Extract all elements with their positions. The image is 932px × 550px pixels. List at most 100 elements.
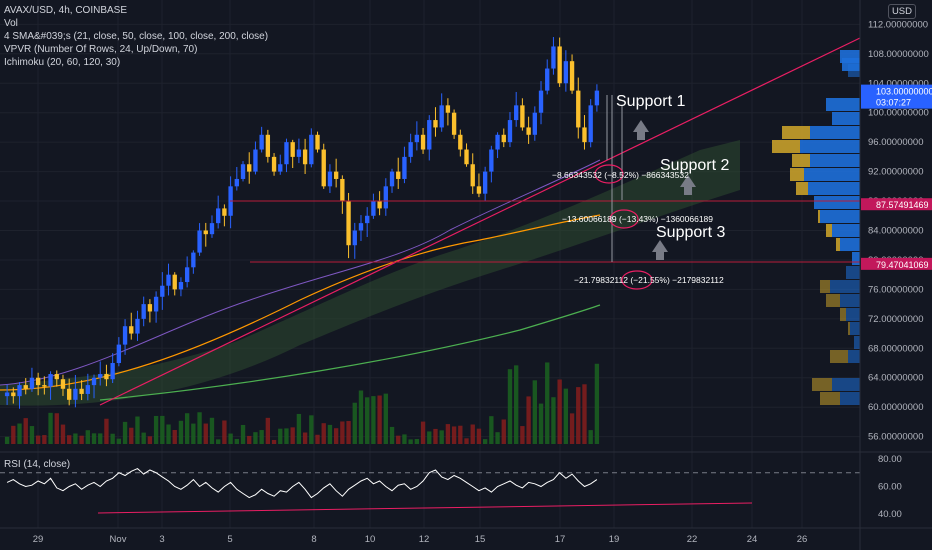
candle-body (79, 388, 84, 394)
support3-price-tag: 79.47041069 (861, 257, 932, 270)
volume-bar (284, 428, 289, 444)
highlight-ellipse-1 (594, 164, 624, 184)
time-tick-label: 22 (687, 534, 698, 545)
candle-body (191, 252, 196, 268)
volume-bar (197, 412, 202, 444)
price-tick-label: 92.00000000 (868, 167, 923, 178)
candle-body (265, 134, 271, 157)
volume-bar (296, 413, 302, 444)
volume-bar (557, 379, 562, 444)
support3-price-tag-text: 79.47041069 (876, 260, 929, 270)
candle-body (129, 326, 134, 334)
volume-bar (458, 425, 463, 444)
vpvr-row-sell (848, 322, 850, 335)
candle-body (122, 326, 128, 345)
vpvr-row-buy (852, 252, 860, 265)
volume-bar (216, 439, 221, 444)
volume-bar (420, 421, 426, 444)
volume-bar (352, 402, 357, 444)
candle-body (489, 149, 494, 172)
time-tick-label: 12 (419, 534, 430, 545)
volume-bar (371, 396, 376, 444)
volume-bar (439, 430, 444, 444)
candle-body (439, 105, 444, 128)
volume-bar (85, 430, 90, 444)
candle-body (247, 164, 252, 172)
vpvr-row-buy (850, 322, 860, 335)
volume-bar (315, 434, 320, 444)
volume-bar (427, 431, 432, 444)
time-tick-label: 8 (311, 534, 316, 545)
candle-body (73, 388, 78, 400)
volume-bar (73, 433, 78, 444)
vpvr-row-buy (826, 98, 860, 111)
volume-bar (507, 369, 513, 444)
volume-bar (358, 390, 364, 444)
symbol-title[interactable]: AVAX/USD, 4h, COINBASE (4, 5, 128, 16)
vpvr-row-buy (808, 182, 860, 195)
candle-body (296, 149, 302, 157)
time-tick-label: 3 (159, 534, 164, 545)
support-2-label: Support 2 (660, 157, 729, 174)
highlight-ellipse-2 (609, 209, 639, 229)
measure-label-3: −21.79832112 (−21.55%) −2179832112 (574, 275, 724, 285)
volume-bar (495, 432, 500, 444)
volume-bar (172, 429, 177, 444)
legend-vpvr[interactable]: VPVR (Number Of Rows, 24, Up/Down, 70) (4, 44, 198, 55)
rsi-legend[interactable]: RSI (14, close) (4, 459, 71, 470)
candle-body (216, 208, 221, 224)
candle-body (135, 318, 140, 334)
volume-bar (191, 423, 196, 444)
candle-body (408, 142, 413, 157)
candle-body (321, 149, 326, 187)
candle-body (147, 304, 153, 312)
volume-bar (365, 397, 370, 444)
volume-bar (11, 425, 16, 444)
volume-bar (501, 419, 506, 444)
volume-bar (346, 421, 351, 444)
volume-bar (166, 424, 171, 444)
vpvr-row-sell (790, 168, 804, 181)
measure-label-2: −13.60066189 (−13.43%) −1360066189 (562, 214, 713, 224)
legend-ichimoku[interactable]: Ichimoku (20, 60, 120, 30) (4, 57, 121, 68)
vpvr-row-buy (846, 266, 860, 279)
candle-body (389, 171, 395, 187)
candle-body (116, 344, 122, 364)
volume-bar (514, 365, 519, 444)
support-3-label: Support 3 (656, 224, 725, 241)
volume-bar (129, 427, 134, 444)
legend-sma[interactable]: 4 SMA&#039;s (21, close, 50, close, 100,… (4, 31, 269, 42)
candle-body (358, 223, 364, 231)
candle-body (594, 90, 600, 106)
currency-button[interactable]: USD (887, 4, 916, 19)
drawings[interactable]: Support 1 Support 2 Support 3 −8.66343532 (… (99, 37, 861, 406)
candle-body (551, 46, 556, 69)
rsi-line (6, 468, 598, 499)
candle-body (178, 282, 184, 290)
volume-bar (42, 435, 47, 444)
vpvr-row-buy (846, 308, 860, 321)
legend-vol[interactable]: Vol (4, 18, 18, 29)
vpvr-row-buy (810, 126, 860, 139)
candle-body (396, 171, 401, 179)
candle-body (29, 377, 35, 389)
candle-body (222, 208, 227, 216)
vpvr-row-sell (826, 294, 840, 307)
time-tick-label: 5 (227, 534, 232, 545)
candle-body (104, 374, 109, 380)
volume-bar (290, 427, 295, 444)
volume-bar (532, 380, 537, 444)
candle-body (377, 201, 382, 209)
volume-bar (234, 438, 239, 444)
price-tick-label: 84.00000000 (868, 226, 923, 237)
volume-bar (414, 439, 420, 444)
candle-body (278, 164, 283, 172)
candle-body (17, 385, 22, 397)
candle-body (569, 61, 575, 91)
candle-body (166, 274, 171, 286)
trendline (99, 37, 861, 406)
candle-body (383, 186, 388, 209)
volume-bar (222, 420, 227, 444)
volume-bar (489, 416, 494, 444)
